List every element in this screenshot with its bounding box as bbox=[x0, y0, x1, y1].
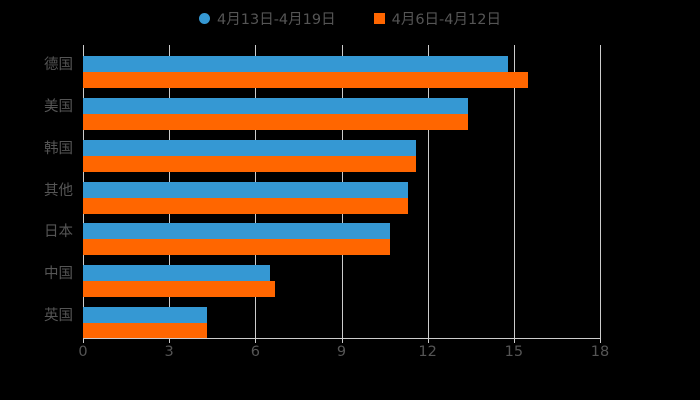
x-axis-tick-label: 6 bbox=[250, 344, 260, 360]
bar-group bbox=[83, 296, 600, 340]
x-axis-tick bbox=[427, 338, 429, 343]
legend-item-1[interactable]: 4月6日-4月12日 bbox=[373, 8, 501, 29]
y-axis-label-6: 英国 bbox=[44, 308, 73, 325]
x-axis-tick-label: 15 bbox=[504, 344, 524, 360]
y-axis-label-2: 韩国 bbox=[44, 140, 73, 157]
bar-segment[interactable] bbox=[83, 181, 408, 198]
y-axis-label-0: 德国 bbox=[44, 56, 73, 73]
bar-group bbox=[83, 254, 600, 298]
plot-area bbox=[83, 45, 601, 340]
x-axis-tick bbox=[341, 338, 343, 343]
x-axis-tick-label: 3 bbox=[164, 344, 174, 360]
bar-group bbox=[83, 171, 600, 214]
bar-group bbox=[83, 212, 600, 256]
x-axis-tick-label: 0 bbox=[78, 344, 88, 360]
y-axis-label-5: 中国 bbox=[44, 266, 73, 283]
bar-group bbox=[83, 129, 600, 172]
x-axis-tick-label: 9 bbox=[336, 344, 347, 360]
x-axis-tick-label: 12 bbox=[418, 344, 437, 360]
bar-segment[interactable] bbox=[83, 281, 276, 298]
gridline-18 bbox=[600, 45, 601, 338]
bar-segment[interactable] bbox=[83, 155, 417, 172]
bar-group bbox=[83, 87, 600, 130]
bar-segment[interactable] bbox=[83, 265, 270, 282]
bar-segment[interactable] bbox=[83, 239, 391, 256]
bar-segment[interactable] bbox=[83, 56, 509, 72]
bar-segment[interactable] bbox=[83, 197, 408, 214]
legend-circle-marker-icon bbox=[199, 13, 211, 24]
bar-group bbox=[83, 45, 600, 88]
x-axis-tick bbox=[255, 338, 257, 343]
gridline-15 bbox=[513, 45, 515, 338]
bar-segment[interactable] bbox=[83, 323, 207, 340]
bar-segment[interactable] bbox=[83, 139, 417, 156]
y-axis-label-3: 其他 bbox=[44, 182, 73, 199]
bar-segment[interactable] bbox=[83, 72, 529, 88]
chart-legend: 4月13日-4月19日 4月6日-4月12日 bbox=[0, 8, 700, 29]
bar-segment[interactable] bbox=[83, 307, 207, 324]
x-axis-tick bbox=[600, 338, 601, 343]
legend-item-0[interactable]: 4月13日-4月19日 bbox=[199, 8, 336, 29]
x-axis-tick bbox=[83, 338, 84, 343]
gridline-12 bbox=[427, 45, 429, 338]
y-axis-label-1: 美国 bbox=[44, 98, 73, 115]
legend-item-1-label: 4月6日-4月12日 bbox=[391, 12, 501, 28]
y-axis-label-4: 日本 bbox=[44, 224, 73, 241]
legend-item-0-label: 4月13日-4月19日 bbox=[217, 12, 336, 28]
x-axis-tick bbox=[513, 338, 515, 343]
bar-segment[interactable] bbox=[83, 223, 391, 240]
bar-segment[interactable] bbox=[83, 113, 468, 130]
y-axis-category-labels: 德国 美国 韩国 其他 日本 中国 英国 bbox=[0, 45, 73, 338]
legend-square-marker-icon bbox=[373, 13, 385, 24]
x-axis-tick-label: 18 bbox=[590, 344, 610, 360]
bar-segment[interactable] bbox=[83, 97, 468, 114]
x-axis-tick bbox=[169, 338, 171, 343]
